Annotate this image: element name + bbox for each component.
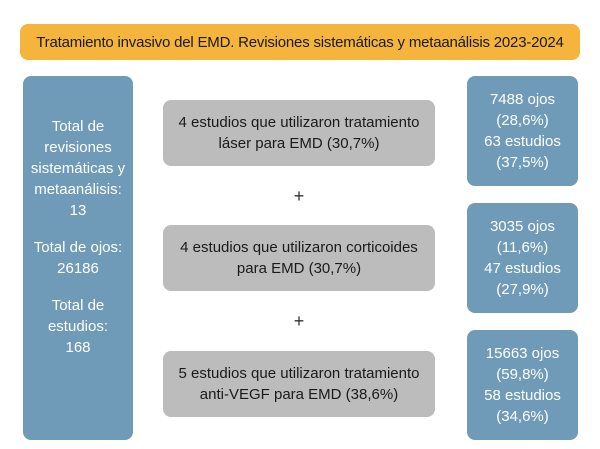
treatment-box-anti-vegf: 5 estudios que utilizaron tratamiento an… (163, 351, 435, 417)
total-studies-label: Total de estudios: (47, 297, 109, 335)
result-studies: 58 estudios (484, 387, 561, 404)
result-studies: 63 estudios (484, 133, 561, 150)
result-eyes: 15663 ojos (485, 345, 560, 362)
total-studies: Total de estudios: 168 (23, 295, 133, 358)
result-studies-pct: (27,9%) (496, 281, 549, 298)
treatment-box-corticoids: 4 estudios que utilizaron corticoides pa… (163, 225, 435, 291)
result-studies-pct: (34,6%) (496, 408, 549, 425)
treatment-box-laser: 4 estudios que utilizaron tratamiento lá… (163, 100, 435, 166)
result-eyes-pct: (11,6%) (496, 239, 549, 256)
total-studies-value: 168 (65, 339, 91, 356)
result-eyes-pct: (28,6%) (496, 112, 549, 129)
total-eyes: Total de ojos: 26186 (23, 237, 133, 279)
totals-panel: Total de revisiones sistemáticas y metaa… (23, 76, 133, 440)
total-eyes-value: 26186 (57, 260, 99, 277)
plus-sign: + (293, 311, 305, 331)
diagram-title: Tratamiento invasivo del EMD. Revisiones… (20, 24, 580, 60)
total-eyes-label: Total de ojos: (33, 239, 123, 256)
plus-sign: + (293, 186, 305, 206)
total-reviews-label: Total de revisiones sistemáticas y metaa… (30, 118, 126, 198)
result-studies-pct: (37,5%) (496, 154, 549, 171)
result-studies: 47 estudios (484, 260, 561, 277)
result-eyes: 3035 ojos (489, 218, 556, 235)
result-box-corticoids: 3035 ojos (11,6%) 47 estudios (27,9%) (467, 203, 578, 313)
result-eyes: 7488 ojos (489, 91, 556, 108)
total-reviews: Total de revisiones sistemáticas y metaa… (23, 116, 133, 221)
result-box-laser: 7488 ojos (28,6%) 63 estudios (37,5%) (467, 76, 578, 186)
total-reviews-value: 13 (69, 202, 87, 219)
result-box-anti-vegf: 15663 ojos (59,8%) 58 estudios (34,6%) (467, 330, 578, 440)
result-eyes-pct: (59,8%) (496, 366, 549, 383)
